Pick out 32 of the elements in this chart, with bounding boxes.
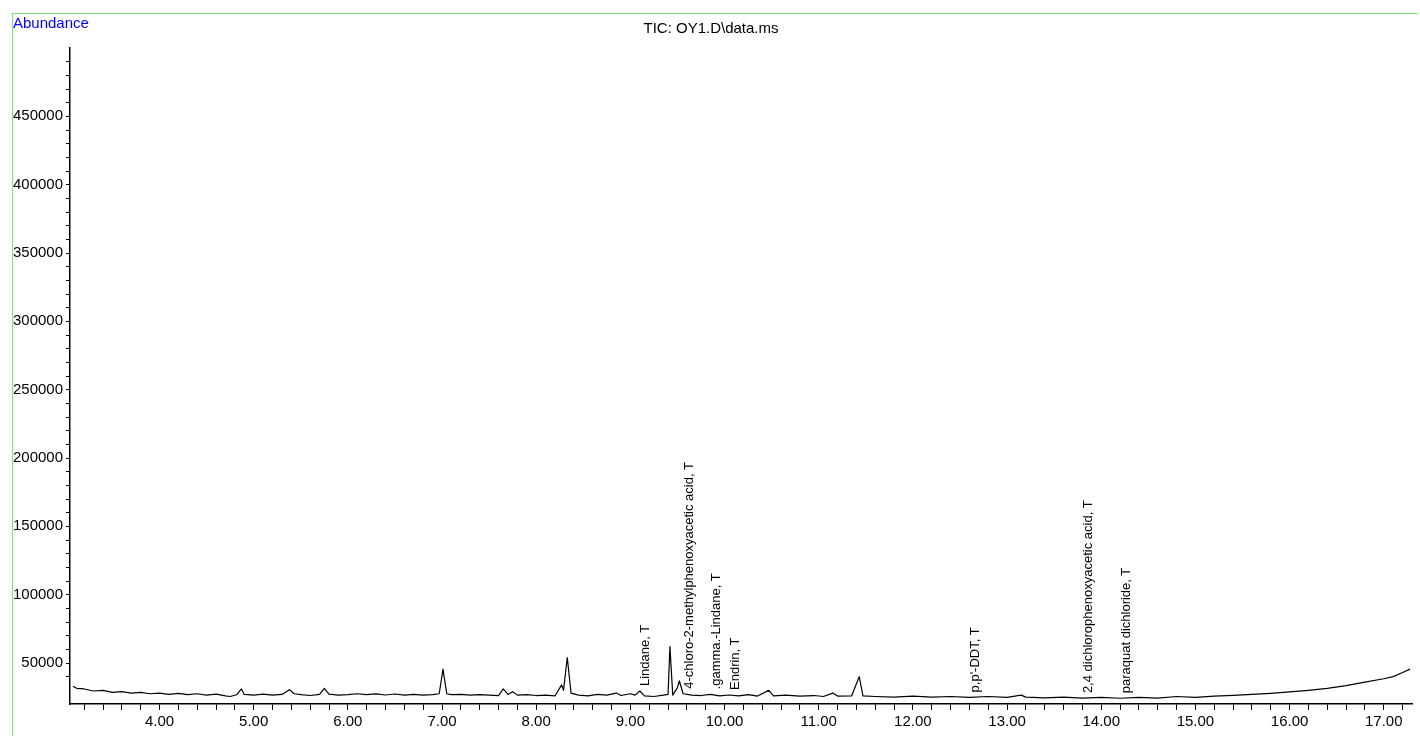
y-tick-label: 200000 <box>12 448 64 466</box>
x-tick-label: 13.00 <box>988 712 1026 730</box>
y-tick-label: 50000 <box>21 653 64 671</box>
y-tick-label: 100000 <box>12 584 64 602</box>
y-tick-label: 400000 <box>12 174 64 192</box>
x-tick-label: 17.00 <box>1364 712 1403 730</box>
y-tick-label: 150000 <box>12 516 64 534</box>
x-tick-label: 11.00 <box>800 712 837 730</box>
annotation: 4-chloro-2-methylphenoxyacetic acid, T <box>680 462 696 689</box>
x-tick-label: 9.00 <box>615 712 645 730</box>
y-tick-label: 300000 <box>12 311 64 329</box>
x-tick-label: 5.00 <box>239 712 269 730</box>
annotation: Lindane, T <box>637 624 653 687</box>
x-tick-label: 15.00 <box>1176 712 1215 730</box>
x-tick-label: 12.00 <box>894 712 932 730</box>
x-tick-label: 16.00 <box>1270 712 1309 730</box>
x-tick-label: 6.00 <box>333 712 363 730</box>
y-tick-label: 250000 <box>12 379 64 397</box>
x-tick-label: 8.00 <box>521 712 551 730</box>
x-tick-label: 10.00 <box>705 712 744 730</box>
annotation: .gamma.-Lindane, T <box>708 573 723 690</box>
x-tick-label: 14.00 <box>1082 712 1121 730</box>
annotation: paraquat dichloride, T <box>1117 567 1133 694</box>
x-tick-label: 4.00 <box>144 712 175 730</box>
y-tick-label: 450000 <box>12 106 64 124</box>
annotation: Endrin, T <box>726 637 742 690</box>
annotation: 2,4 dichlorophenoxyacetic acid, T <box>1079 500 1095 694</box>
y-axis-title: Abundance <box>13 13 89 31</box>
chart-title: TIC: OY1.D\data.ms <box>643 19 779 37</box>
x-tick-label: 7.00 <box>427 712 457 730</box>
y-tick-label: 350000 <box>12 243 64 261</box>
annotation: p,p'-DDT, T <box>966 627 982 693</box>
